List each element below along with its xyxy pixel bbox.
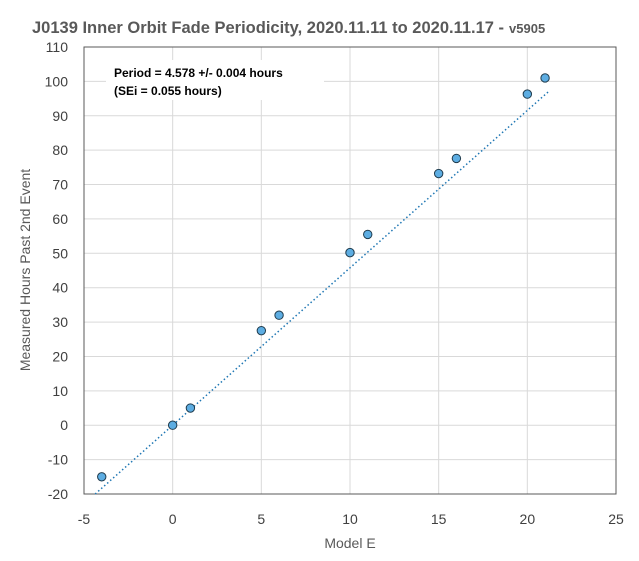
y-tick-label: -20	[48, 486, 68, 502]
y-tick-label: 110	[46, 39, 69, 55]
y-axis-label: Measured Hours Past 2nd Event	[17, 169, 33, 371]
y-tick-label: 40	[52, 280, 68, 296]
x-tick-label: 10	[342, 511, 358, 527]
x-tick-label: 15	[431, 511, 447, 527]
y-tick-label: 100	[45, 73, 69, 89]
y-tick-label: 70	[52, 177, 68, 193]
y-tick-label: 30	[52, 314, 68, 330]
y-tick-label: 10	[52, 383, 68, 399]
y-tick-labels: -20 -10 0 10 20 30 40 50 60 70 80 90 100 110	[45, 39, 69, 502]
data-point	[167, 420, 178, 430]
y-tick-label: 60	[52, 211, 68, 227]
chart-title-main: J0139 Inner Orbit Fade Periodicity, 2020…	[32, 19, 504, 37]
x-tick-label: -5	[78, 511, 91, 527]
data-point	[540, 73, 550, 83]
annotation-line-1: Period = 4.578 +/- 0.004 hours	[114, 66, 283, 80]
plot-border	[83, 46, 617, 495]
y-tick-label: 0	[60, 417, 68, 433]
data-points	[97, 73, 550, 482]
y-tick-label: -10	[48, 452, 68, 468]
data-point	[185, 403, 196, 413]
data-point	[97, 472, 107, 482]
x-tick-label: 5	[257, 511, 265, 527]
data-point	[451, 153, 462, 164]
data-point	[256, 325, 267, 336]
chart-title-suffix: v5905	[509, 21, 545, 36]
x-axis-label: Model E	[324, 535, 375, 551]
y-tick-label: 50	[52, 245, 68, 261]
grid	[84, 47, 616, 494]
data-point	[274, 310, 284, 320]
y-tick-label: 90	[52, 108, 68, 124]
x-tick-label: 20	[520, 511, 536, 527]
chart-title: J0139 Inner Orbit Fade Periodicity, 2020…	[32, 19, 545, 37]
data-point	[363, 229, 373, 240]
data-point	[433, 168, 444, 179]
data-point	[345, 247, 355, 258]
x-tick-labels: -5 0 5 10 15 20 25	[78, 511, 624, 527]
data-point	[522, 89, 533, 99]
x-tick-label: 25	[608, 511, 624, 527]
y-tick-label: 20	[52, 348, 68, 364]
annotation-box	[106, 60, 324, 100]
y-tick-label: 80	[52, 142, 68, 158]
x-tick-label: 0	[169, 511, 177, 527]
annotation-line-2: (SEi = 0.055 hours)	[114, 84, 222, 98]
